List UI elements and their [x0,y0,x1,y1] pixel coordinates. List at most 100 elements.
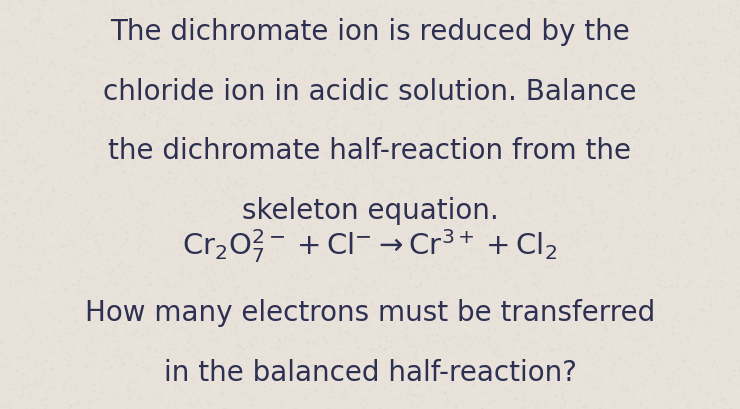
Point [660,167,672,173]
Point [624,174,636,181]
Point [195,231,206,237]
Point [43,115,55,121]
Point [383,353,394,360]
Point [342,225,354,232]
Point [168,220,180,227]
Point [477,43,488,50]
Point [275,34,286,40]
Point [715,171,727,178]
Point [119,313,131,320]
Point [371,348,383,355]
Point [340,243,352,249]
Point [439,247,451,253]
Point [733,149,740,155]
Point [713,4,725,11]
Point [636,374,648,381]
Point [699,357,711,364]
Point [464,305,476,312]
Point [257,77,269,84]
Point [340,247,352,254]
Point [550,48,562,55]
Point [586,235,598,241]
Point [333,305,345,312]
Point [504,382,516,389]
Point [314,310,326,316]
Point [0,167,10,174]
Point [569,55,581,62]
Point [434,300,445,307]
Point [84,398,95,405]
Point [17,114,29,120]
Point [572,241,584,248]
Point [221,105,232,111]
Point [137,237,149,243]
Point [207,266,219,273]
Point [449,276,461,283]
Point [403,100,415,107]
Point [172,57,184,64]
Point [652,57,664,63]
Point [212,334,224,341]
Point [704,262,716,268]
Point [132,324,144,330]
Point [374,164,386,171]
Point [0,40,10,47]
Point [622,185,634,192]
Point [471,375,482,382]
Point [326,200,337,206]
Point [704,302,716,309]
Point [678,177,690,183]
Point [611,291,623,297]
Point [83,220,95,227]
Point [602,169,614,176]
Point [202,337,214,344]
Point [200,303,212,310]
Point [41,157,53,163]
Point [266,362,278,369]
Point [622,388,634,394]
Point [186,148,198,155]
Point [423,302,434,308]
Point [662,236,674,243]
Point [212,364,223,371]
Point [434,157,446,164]
Point [632,349,644,356]
Point [477,384,489,390]
Point [525,8,537,14]
Point [75,210,87,216]
Point [212,81,224,88]
Point [425,98,437,104]
Point [426,250,438,257]
Point [665,245,677,252]
Point [344,404,356,409]
Point [522,114,534,121]
Point [236,197,248,204]
Point [41,34,53,40]
Point [698,8,710,14]
Point [21,61,33,67]
Point [288,54,300,61]
Point [278,240,289,247]
Point [36,11,48,18]
Point [21,339,33,346]
Point [271,199,283,205]
Point [574,130,585,137]
Point [423,227,434,233]
Point [38,371,50,378]
Point [51,396,63,402]
Point [400,0,412,4]
Point [468,51,480,57]
Point [272,345,284,352]
Point [398,335,410,341]
Point [306,273,317,279]
Point [616,172,628,178]
Point [504,202,516,209]
Point [105,121,117,128]
Point [616,220,628,227]
Point [98,330,110,336]
Point [35,302,47,309]
Point [655,237,667,243]
Point [400,326,412,332]
Point [126,279,138,285]
Point [158,279,170,285]
